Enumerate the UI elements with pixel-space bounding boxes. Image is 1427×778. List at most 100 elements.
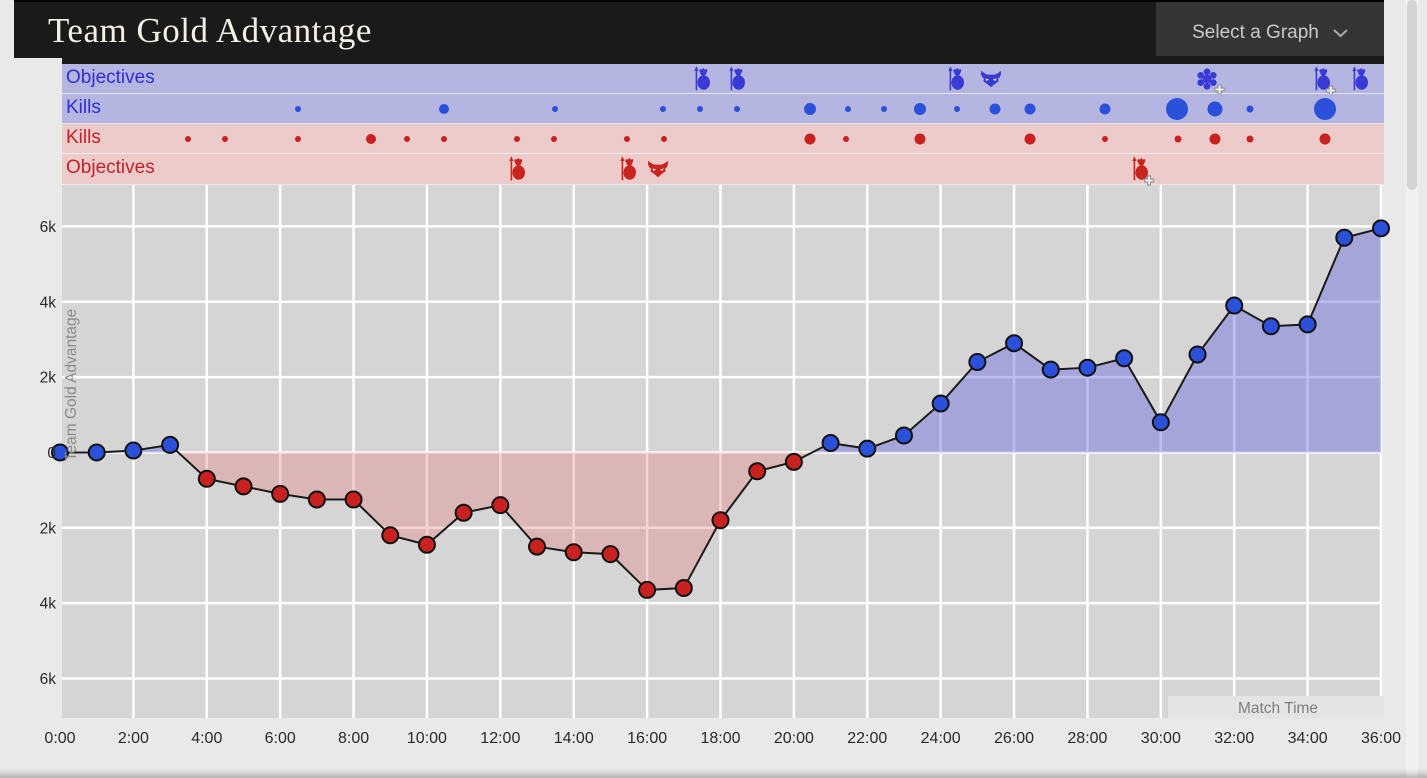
kill-marker[interactable] bbox=[1102, 135, 1109, 142]
gold-point[interactable] bbox=[711, 511, 730, 530]
kill-marker[interactable] bbox=[954, 105, 961, 112]
gold-point[interactable] bbox=[124, 441, 143, 460]
x-axis-title: Match Time bbox=[1238, 700, 1318, 717]
y-tick-label: 0 bbox=[47, 445, 56, 462]
kill-marker[interactable] bbox=[441, 135, 448, 142]
chevron-down-icon bbox=[1333, 29, 1348, 37]
gold-point[interactable] bbox=[1261, 317, 1280, 336]
gold-point[interactable] bbox=[638, 580, 657, 599]
kill-marker[interactable] bbox=[366, 133, 377, 144]
kill-marker[interactable] bbox=[989, 103, 1001, 114]
gold-point[interactable] bbox=[601, 545, 620, 564]
barracks-icon[interactable] bbox=[647, 160, 669, 178]
scrollbar[interactable] bbox=[1406, 0, 1418, 778]
kill-marker[interactable] bbox=[1246, 105, 1254, 112]
tower-icon[interactable] bbox=[620, 156, 637, 182]
gold-point[interactable] bbox=[344, 490, 363, 509]
kill-marker[interactable] bbox=[1174, 135, 1182, 142]
x-tick-label: 28:00 bbox=[1067, 730, 1107, 747]
kill-marker[interactable] bbox=[623, 135, 630, 142]
kill-marker[interactable] bbox=[1313, 97, 1336, 120]
gold-point[interactable] bbox=[528, 537, 547, 556]
kill-marker[interactable] bbox=[295, 135, 302, 142]
tower-icon[interactable] bbox=[1313, 65, 1337, 96]
kill-marker[interactable] bbox=[845, 105, 852, 112]
kill-marker[interactable] bbox=[1207, 101, 1223, 116]
x-tick-label: 30:00 bbox=[1141, 730, 1181, 747]
x-tick-label: 4:00 bbox=[191, 730, 222, 747]
kill-marker[interactable] bbox=[513, 135, 520, 142]
gear-icon[interactable] bbox=[1195, 67, 1225, 95]
gold-point[interactable] bbox=[1005, 334, 1024, 353]
kill-marker[interactable] bbox=[1165, 97, 1188, 120]
kill-marker[interactable] bbox=[914, 102, 927, 115]
kill-marker[interactable] bbox=[404, 135, 411, 142]
gold-point[interactable] bbox=[1225, 296, 1244, 315]
kill-marker[interactable] bbox=[1024, 133, 1036, 144]
kill-marker[interactable] bbox=[550, 135, 557, 142]
tower-icon[interactable] bbox=[1352, 65, 1369, 92]
gold-point[interactable] bbox=[1078, 358, 1097, 377]
gold-point[interactable] bbox=[1041, 360, 1060, 379]
tower-icon[interactable] bbox=[1131, 156, 1155, 186]
kill-marker[interactable] bbox=[185, 135, 192, 142]
kill-marker[interactable] bbox=[659, 105, 666, 112]
tower-icon[interactable] bbox=[694, 65, 711, 92]
gold-point[interactable] bbox=[1115, 349, 1134, 368]
gold-point[interactable] bbox=[821, 434, 840, 453]
kill-marker[interactable] bbox=[1246, 135, 1254, 142]
gold-point[interactable] bbox=[1335, 228, 1354, 247]
gold-point[interactable] bbox=[307, 490, 326, 509]
gold-point[interactable] bbox=[1151, 413, 1170, 432]
gold-point[interactable] bbox=[234, 477, 253, 496]
y-tick-label: 4k bbox=[40, 596, 57, 613]
kill-marker[interactable] bbox=[696, 105, 703, 112]
gold-point[interactable] bbox=[564, 543, 583, 562]
gold-point[interactable] bbox=[51, 443, 69, 462]
kill-marker[interactable] bbox=[881, 105, 888, 112]
gold-point[interactable] bbox=[1298, 315, 1317, 334]
kill-marker[interactable] bbox=[552, 105, 558, 112]
gold-point[interactable] bbox=[454, 503, 473, 522]
track-label: Kills bbox=[66, 127, 101, 148]
gold-point[interactable] bbox=[381, 526, 400, 545]
tower-icon[interactable] bbox=[948, 65, 965, 92]
gold-point[interactable] bbox=[161, 435, 180, 454]
kill-marker[interactable] bbox=[842, 135, 849, 142]
kill-marker[interactable] bbox=[804, 133, 816, 144]
scrollbar-thumb[interactable] bbox=[1407, 0, 1417, 190]
gold-point[interactable] bbox=[674, 579, 693, 598]
gold-point[interactable] bbox=[748, 462, 767, 481]
gold-point[interactable] bbox=[1188, 345, 1207, 364]
gold-point[interactable] bbox=[784, 452, 803, 471]
gold-point[interactable] bbox=[87, 443, 106, 462]
gold-point[interactable] bbox=[931, 394, 950, 413]
x-tick-label: 16:00 bbox=[627, 730, 667, 747]
gold-point[interactable] bbox=[197, 469, 216, 488]
kill-marker[interactable] bbox=[1319, 133, 1331, 144]
kill-marker[interactable] bbox=[734, 105, 740, 112]
kill-marker[interactable] bbox=[295, 105, 302, 112]
gold-point[interactable] bbox=[271, 484, 290, 503]
kill-marker[interactable] bbox=[660, 135, 667, 142]
kill-marker[interactable] bbox=[1024, 103, 1036, 114]
gold-point[interactable] bbox=[417, 535, 436, 554]
gold-point[interactable] bbox=[491, 496, 510, 515]
kill-marker[interactable] bbox=[439, 103, 450, 114]
gold-point[interactable] bbox=[894, 426, 913, 445]
gold-point[interactable] bbox=[1372, 219, 1390, 238]
kill-marker[interactable] bbox=[1099, 103, 1111, 114]
kill-marker[interactable] bbox=[222, 135, 229, 142]
gold-point[interactable] bbox=[968, 353, 987, 372]
graph-select-button[interactable]: Select a Graph bbox=[1156, 2, 1384, 64]
tower-icon[interactable] bbox=[729, 65, 746, 92]
kill-marker[interactable] bbox=[914, 133, 926, 144]
gold-point[interactable] bbox=[858, 439, 877, 458]
y-tick-label: 4k bbox=[40, 294, 57, 311]
barracks-icon[interactable] bbox=[980, 70, 1002, 88]
y-tick-label: 2k bbox=[40, 520, 57, 537]
tower-icon[interactable] bbox=[508, 156, 525, 182]
kill-marker[interactable] bbox=[1209, 133, 1221, 144]
kill-marker[interactable] bbox=[804, 102, 817, 115]
